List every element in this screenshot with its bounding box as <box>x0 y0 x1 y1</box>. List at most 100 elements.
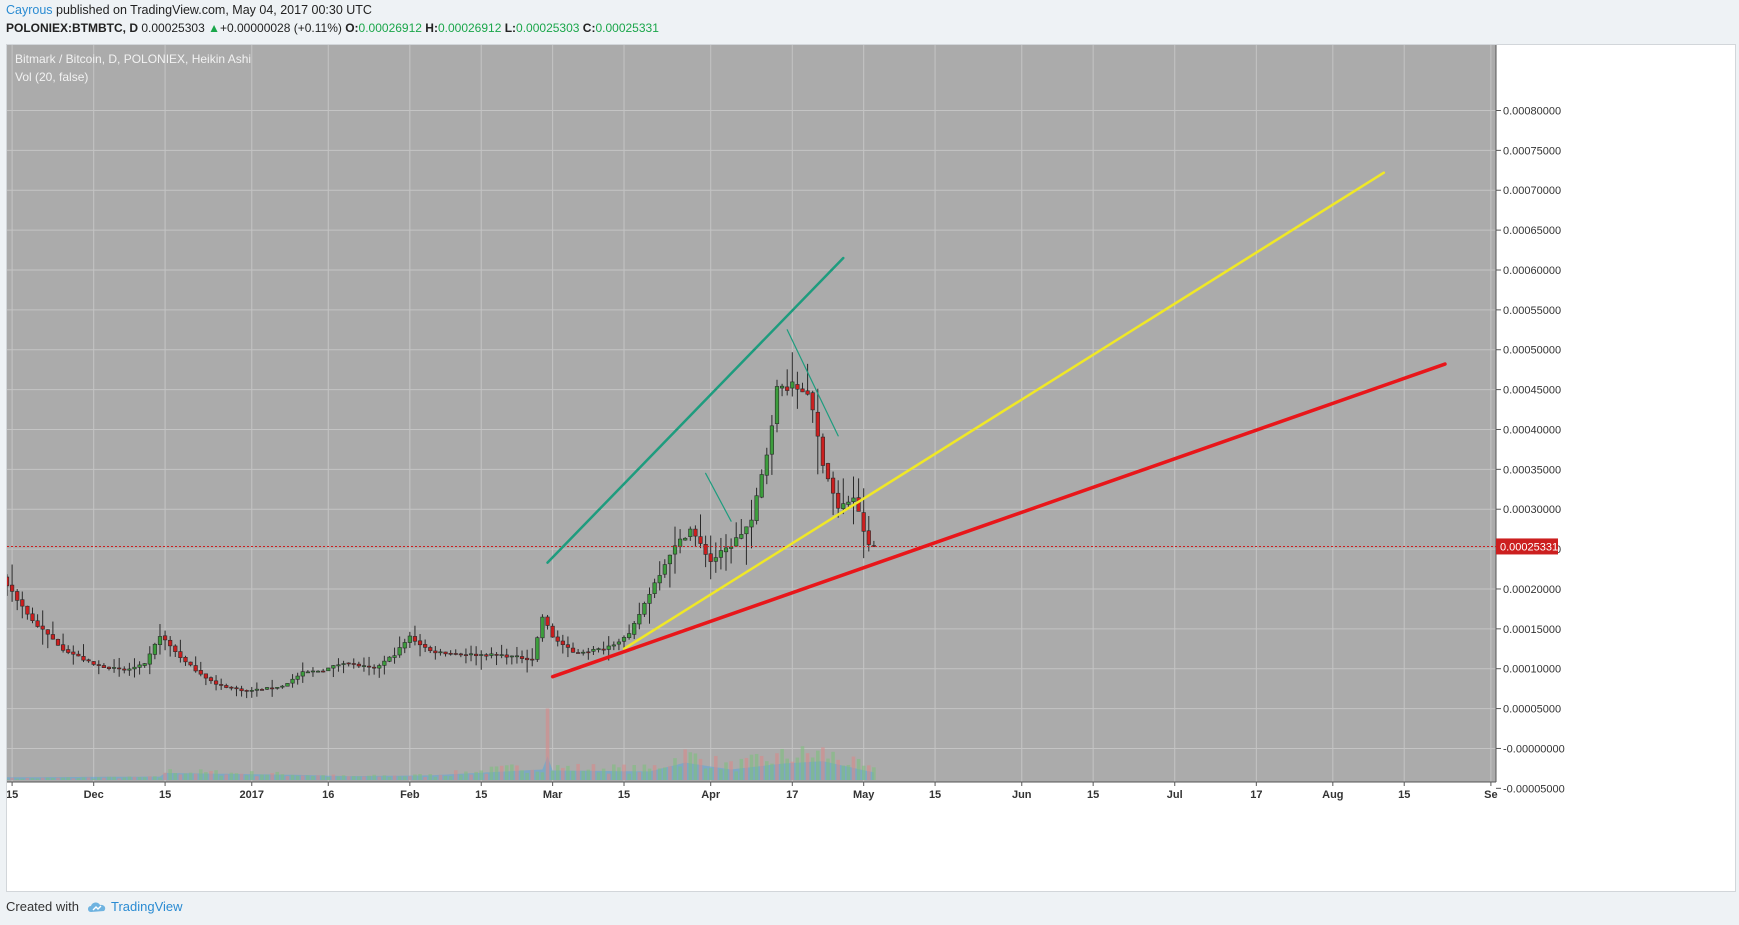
volume-bar <box>678 766 682 780</box>
candle-down <box>208 677 214 682</box>
candle-up <box>290 678 295 684</box>
volume-bar <box>20 778 25 780</box>
candle-down <box>458 653 463 656</box>
x-tick-label: Feb <box>400 789 420 801</box>
candle-up <box>468 653 474 656</box>
candle-down <box>61 644 66 651</box>
candle-down <box>494 654 499 656</box>
volume-bar <box>494 766 499 780</box>
volume-bar <box>438 774 443 780</box>
volume-bar <box>576 763 580 780</box>
volume-bar <box>193 773 198 780</box>
candle-up <box>147 653 152 665</box>
tradingview-link[interactable]: TradingView <box>87 899 183 914</box>
candle-up <box>616 641 622 645</box>
price-chart[interactable]: 0.00080000 0.00075000 0.00070000 0.00065000… <box>7 45 1735 891</box>
candle-down <box>117 667 122 670</box>
volume-bar <box>510 764 514 780</box>
candle-up <box>127 668 132 671</box>
candle-down <box>443 651 448 655</box>
volume-bar <box>530 769 535 780</box>
candle-up <box>713 557 718 562</box>
candle-up <box>637 614 642 625</box>
candle-up <box>336 664 341 667</box>
volume-bar <box>443 775 448 780</box>
volume-bar <box>137 777 142 780</box>
candle-up <box>739 534 744 539</box>
created-with-text: Created with <box>6 899 79 914</box>
candle-down <box>71 651 76 655</box>
candle-down <box>193 665 198 672</box>
candle-down <box>224 685 229 688</box>
candle-down <box>810 392 815 411</box>
volume-bar <box>622 764 626 780</box>
candle-down <box>96 664 101 666</box>
candle-down <box>219 684 224 686</box>
author-link[interactable]: Cayrous <box>6 3 53 17</box>
x-tick-label: Aug <box>1322 789 1343 801</box>
volume-bar <box>601 768 606 780</box>
candle-down <box>213 680 219 685</box>
trendline-red-trend <box>550 362 1447 679</box>
volume-bar <box>158 777 162 780</box>
candle-up <box>662 564 667 575</box>
x-tick-label: 15 <box>475 789 487 801</box>
low-value: 0.00025303 <box>516 21 580 35</box>
candle-up <box>112 667 117 669</box>
candle-down <box>504 654 509 658</box>
volume-bar <box>387 776 392 780</box>
volume-bar <box>163 772 167 780</box>
volume-bar <box>25 777 30 780</box>
volume-bar <box>433 776 438 780</box>
volume-bar <box>770 763 774 780</box>
candle-up <box>780 385 785 389</box>
high-label: H: <box>425 21 438 35</box>
volume-bar <box>275 771 280 780</box>
series-legend: Bitmark / Bitcoin, D, POLONIEX, Heikin A… <box>15 52 252 66</box>
volume-bar <box>484 773 489 780</box>
volume-bar <box>846 764 851 780</box>
candle-down <box>820 436 825 466</box>
candle-down <box>519 656 525 659</box>
volume-bar <box>91 778 96 780</box>
footer: Created with TradingView <box>6 899 183 914</box>
candle-up <box>361 665 367 667</box>
volume-bar <box>617 767 621 780</box>
volume-bar <box>836 759 840 780</box>
publish-text: published on TradingView.com, May 04, 20… <box>52 3 372 17</box>
candle-up <box>678 538 683 547</box>
volume-bar <box>382 775 387 780</box>
y-tick-label: 0.00080000 <box>1503 105 1561 117</box>
volume-bar <box>780 748 784 780</box>
volume-bar <box>306 775 310 780</box>
candle-down <box>162 635 168 641</box>
volume-bar <box>489 766 494 780</box>
volume-bar <box>316 775 320 780</box>
volume-bar <box>759 755 764 780</box>
chart-container[interactable]: 0.00080000 0.00075000 0.00070000 0.00065000… <box>6 44 1736 892</box>
candle-down <box>66 649 71 653</box>
volume-bar <box>244 775 249 780</box>
volume-bar <box>51 778 55 780</box>
volume-bar <box>219 775 223 780</box>
candle-up <box>326 667 331 672</box>
candle-down <box>101 665 106 668</box>
volume-bar <box>688 752 693 780</box>
volume-bar <box>754 753 759 780</box>
candle-down <box>861 512 866 532</box>
candle-down <box>448 653 453 655</box>
candle-down <box>91 661 96 665</box>
volume-bar <box>795 757 800 780</box>
candle-up <box>759 474 764 498</box>
volume-bar <box>810 757 815 780</box>
candle-up <box>754 495 759 521</box>
volume-bar <box>311 775 315 780</box>
candle-up <box>402 642 407 649</box>
candle-down <box>35 620 40 627</box>
candle-down <box>555 636 560 642</box>
candle-down <box>586 651 591 654</box>
candle-down <box>545 616 550 626</box>
candle-down <box>484 654 489 657</box>
candle-down <box>570 647 576 653</box>
candle-up <box>300 671 305 677</box>
